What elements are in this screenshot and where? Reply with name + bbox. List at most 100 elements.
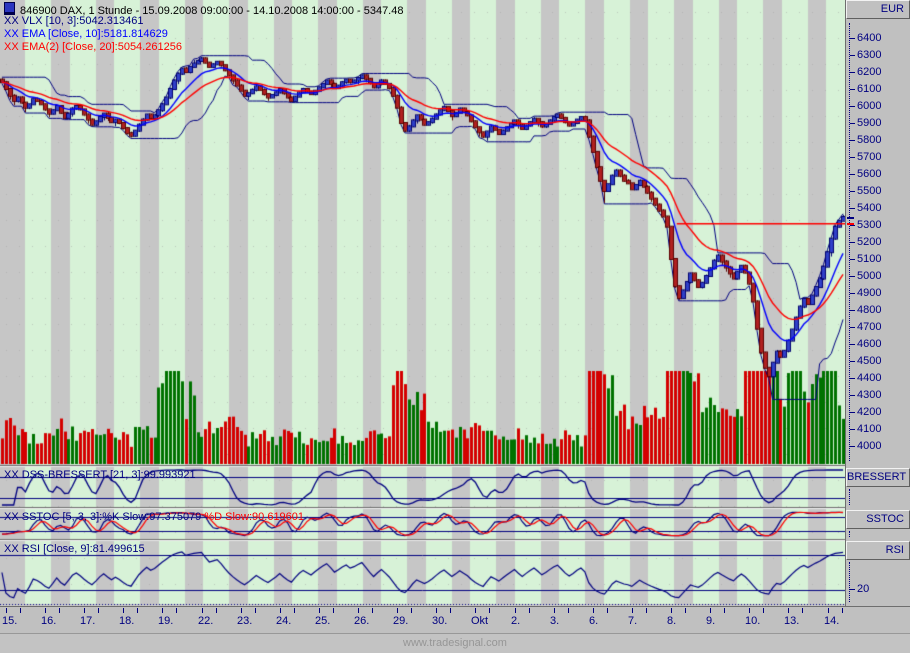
price-tick-label: 4600 [857,338,882,350]
price-tick-label: 4900 [857,287,882,299]
price-axis-dots [849,23,851,461]
date-label: 19. [158,615,174,627]
date-tick [802,608,803,613]
date-tick [241,608,242,613]
date-tick [828,608,829,613]
price-tick [850,191,855,192]
rsi-20-label: 20 [857,583,870,595]
price-tick-label: 5600 [857,168,882,180]
price-tick-label: 5200 [857,236,882,248]
date-label: 16. [41,615,57,627]
date-tick [216,608,217,613]
price-tick [850,344,855,345]
date-label: 26. [354,615,370,627]
sstoc-d-label: %D Slow:90.619601 [201,511,305,523]
date-tick [529,608,530,613]
date-tick [724,608,725,613]
date-tick [397,608,398,613]
date-tick [515,608,516,613]
currency-axis-button[interactable]: EUR [846,0,910,19]
date-tick [710,608,711,613]
date-tick [749,608,750,613]
date-label: 17. [80,615,96,627]
date-label: 18. [119,615,135,627]
price-tick-label: 5000 [857,270,882,282]
date-tick [319,608,320,613]
price-tick-label: 4100 [857,423,882,435]
price-tick-label: 6200 [857,66,882,78]
price-tick-label: 4700 [857,321,882,333]
dss-panel-label: XX DSS-BRESSERT [21, 3]:99.993921 [4,469,196,481]
date-tick [202,608,203,613]
date-label: 9. [706,615,716,627]
dss-axis-button[interactable]: BRESSERT [846,468,910,487]
sstoc-axis-button[interactable]: SSTOC [846,510,910,529]
date-label: 24. [276,615,292,627]
date-tick [280,608,281,613]
price-tick [850,123,855,124]
price-tick [850,310,855,311]
rsi-panel-label: XX RSI [Close, 9]:81.499615 [4,543,145,555]
date-tick [333,608,334,613]
last-price-marker [847,217,854,219]
date-tick [646,608,647,613]
sstoc-axis-dots [849,531,851,537]
legend-vlx: XX VLX [10, 3]:5042.313461 [4,15,144,27]
price-tick-label: 4200 [857,406,882,418]
date-tick [554,608,555,613]
price-tick-label: 4300 [857,389,882,401]
price-tick [850,174,855,175]
price-tick [850,225,855,226]
price-tick [850,55,855,56]
date-label: 2. [511,615,521,627]
price-tick [850,446,855,447]
date-tick [607,608,608,613]
price-axis[interactable]: EUR 6400 6300 6200 6100 6000 5900 5800 5700 5600… [845,0,910,606]
price-tick-label: 4500 [857,355,882,367]
date-tick [294,608,295,613]
price-tick [850,361,855,362]
date-tick [489,608,490,613]
price-tick-label: 6100 [857,83,882,95]
price-tick-label: 5100 [857,253,882,265]
date-tick [176,608,177,613]
price-tick-label: 4400 [857,372,882,384]
date-tick [358,608,359,613]
date-tick [162,608,163,613]
price-tick [850,106,855,107]
hline-price-marker [847,223,854,225]
sstoc-k-label: XX SSTOC [5, 3, 3]:%K Slow:97.375079 [4,511,202,523]
price-tick [850,259,855,260]
date-label: Okt [471,615,489,627]
date-label: 30. [432,615,448,627]
instrument-icon [4,2,15,15]
legend-ema-fast: XX EMA [Close, 10]:5181.814629 [4,28,168,40]
price-tick [850,327,855,328]
chart-header: 846900 DAX, 1 Stunde - 15.09.2008 09:00:… [4,2,403,54]
price-tick-label: 4000 [857,440,882,452]
price-tick [850,395,855,396]
date-tick [59,608,60,613]
date-tick [568,608,569,613]
price-tick-label: 5500 [857,185,882,197]
date-tick [98,608,99,613]
price-tick [850,38,855,39]
date-label: 15. [2,615,18,627]
date-tick [671,608,672,613]
price-tick-label: 6400 [857,32,882,44]
date-tick [137,608,138,613]
main-chart-canvas[interactable] [0,0,845,606]
date-tick [45,608,46,613]
date-tick [436,608,437,613]
date-label: 7. [628,615,638,627]
date-tick [20,608,21,613]
date-tick [411,608,412,613]
rsi-20-tick [850,589,855,590]
date-label: 13. [784,615,800,627]
date-axis[interactable]: 15. 16. 17. 18. 19. 22. 23. 24. 25. 26. 29. 30. Okt 2… [0,606,910,633]
price-tick-label: 6300 [857,49,882,61]
rsi-axis-button[interactable]: RSI [846,541,910,560]
rsi-axis-dots [849,562,851,602]
price-tick-label: 5800 [857,134,882,146]
